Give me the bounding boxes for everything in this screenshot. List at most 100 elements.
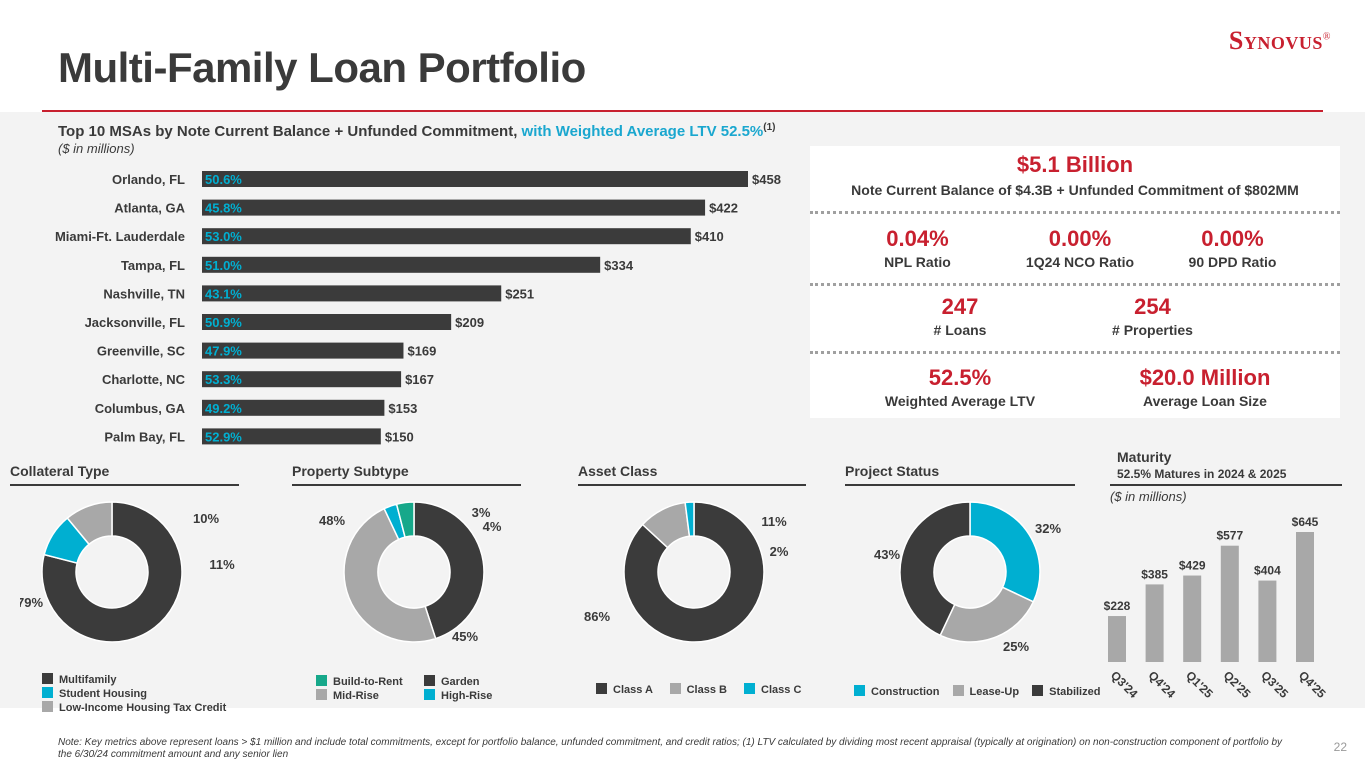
section-underline — [292, 484, 521, 486]
donut-percent-label: 4% — [483, 519, 502, 534]
legend-item: Student Housing — [42, 687, 226, 701]
donut-slice — [684, 501, 695, 538]
key-metrics-panel: $5.1 Billion Note Current Balance of $4.… — [810, 146, 1340, 418]
metrics-divider — [810, 283, 1340, 286]
legend-item: Lease-Up — [952, 685, 1019, 698]
legend-swatch — [596, 683, 607, 694]
maturity-bar — [1258, 580, 1277, 662]
legend-item: Construction — [854, 685, 940, 698]
loan-count-label: # Loans — [933, 322, 987, 338]
legend-label: Class B — [686, 684, 727, 696]
maturity-bar-chart: $228 Q3'24 $385 Q4'24 $429 Q1'25 $577 Q2'25 $404… — [1104, 515, 1329, 701]
donut-slice — [899, 501, 971, 637]
legend-item: Stabilized — [1032, 685, 1101, 698]
msa-category-label: Atlanta, GA — [114, 201, 185, 216]
asset-class-heading: Asset Class — [578, 463, 658, 479]
maturity-value-label: $228 — [1104, 599, 1131, 613]
property-count-label: # Properties — [1112, 322, 1193, 338]
msa-category-label: Columbus, GA — [95, 401, 186, 416]
legend-swatch — [854, 685, 865, 696]
donut-slice — [66, 501, 113, 546]
msa-ltv-label: 45.8% — [205, 201, 242, 216]
asset-class-legend: Class A Class B Class C — [596, 683, 801, 696]
dpd-ratio-label: 90 DPD Ratio — [1188, 254, 1277, 270]
page-number: 22 — [1333, 740, 1347, 754]
msa-category-label: Tampa, FL — [121, 258, 185, 273]
donut-slice — [343, 507, 437, 643]
legend-item: Garden — [424, 675, 480, 689]
legend-swatch — [42, 701, 53, 712]
donut-slice — [413, 501, 485, 640]
donut-percent-label: 25% — [1003, 639, 1029, 654]
section-underline — [1110, 484, 1342, 486]
msa-value-label: $251 — [505, 286, 534, 301]
npl-ratio-value: 0.04% — [886, 226, 949, 251]
donut-slice — [623, 501, 765, 643]
msa-bar — [202, 314, 452, 330]
legend-item: Multifamily — [42, 673, 226, 687]
legend-item: High-Rise — [424, 689, 492, 703]
msa-value-label: $169 — [407, 344, 436, 359]
donut-slice — [939, 586, 1035, 643]
msa-value-label: $150 — [385, 429, 414, 444]
avg-loan-size-value: $20.0 Million — [1139, 365, 1271, 390]
nco-ratio-label: 1Q24 NCO Ratio — [1025, 254, 1135, 270]
donut-percent-label: 86% — [584, 609, 610, 624]
legend-label: Class A — [613, 684, 653, 696]
msa-ltv-label: 51.0% — [205, 258, 242, 273]
msa-ltv-label: 49.2% — [205, 401, 242, 416]
legend-item: Class B — [669, 683, 727, 696]
maturity-quarter-label: Q3'25 — [1258, 668, 1291, 701]
maturity-quarter-label: Q1'25 — [1183, 668, 1216, 701]
msa-bar — [202, 199, 706, 216]
metrics-divider — [810, 211, 1340, 214]
donut-slice — [41, 501, 183, 643]
msa-value-label: $153 — [388, 401, 417, 416]
msa-chart-heading: Top 10 MSAs by Note Current Balance + Un… — [58, 122, 776, 140]
loan-count-value: 247 — [941, 294, 979, 319]
msa-heading-footnote: (1) — [763, 122, 776, 133]
maturity-bar — [1220, 545, 1239, 662]
msa-unit-note: ($ in millions) — [58, 141, 135, 156]
legend-swatch — [744, 683, 756, 694]
legend-item: Class C — [744, 683, 801, 696]
msa-value-label: $458 — [752, 172, 781, 187]
legend-label: High-Rise — [441, 690, 493, 702]
collateral-type-donut: 79% 10% 11% — [20, 501, 235, 643]
legend-label: Stabilized — [1049, 686, 1101, 698]
msa-bar — [202, 228, 691, 245]
section-underline — [845, 484, 1075, 486]
maturity-quarter-label: Q4'25 — [1296, 668, 1329, 701]
legend-label: Garden — [441, 676, 480, 688]
legend-label: Mid-Rise — [333, 690, 379, 702]
donut-percent-label: 45% — [452, 629, 478, 644]
legend-label: Construction — [871, 686, 940, 698]
msa-bar-chart: Orlando, FL 50.6% $458 Atlanta, GA 45.8% $422… — [55, 171, 781, 445]
donut-percent-label: 11% — [761, 514, 787, 529]
msa-bar — [202, 428, 381, 445]
headline-label: Note Current Balance of $4.3B + Unfunded… — [851, 182, 1299, 198]
legend-label: Student Housing — [59, 688, 147, 700]
msa-heading-ltv: with Weighted Average LTV 52.5% — [521, 123, 764, 140]
msa-value-label: $167 — [405, 372, 434, 387]
legend-label: Low-Income Housing Tax Credit — [59, 702, 227, 714]
maturity-heading: Maturity — [1117, 449, 1172, 465]
legend-item: Low-Income Housing Tax Credit — [42, 701, 226, 715]
legend-swatch — [42, 673, 53, 684]
msa-value-label: $209 — [455, 315, 484, 330]
maturity-value-label: $645 — [1292, 515, 1319, 529]
headline-value: $5.1 Billion — [1016, 152, 1134, 177]
section-underline — [10, 484, 239, 486]
maturity-value-label: $577 — [1216, 529, 1243, 543]
msa-category-label: Charlotte, NC — [102, 372, 186, 387]
legend-swatch — [669, 683, 681, 694]
donut-percent-label: 11% — [209, 557, 235, 572]
section-underline — [578, 484, 806, 486]
maturity-subheading: 52.5% Matures in 2024 & 2025 — [1117, 467, 1287, 481]
msa-bar — [202, 342, 404, 359]
msa-ltv-label: 53.3% — [205, 372, 242, 387]
msa-bar — [202, 399, 385, 416]
maturity-quarter-label: Q2'25 — [1221, 668, 1254, 701]
msa-ltv-label: 50.9% — [205, 315, 242, 330]
legend-item: Mid-Rise — [316, 689, 379, 703]
